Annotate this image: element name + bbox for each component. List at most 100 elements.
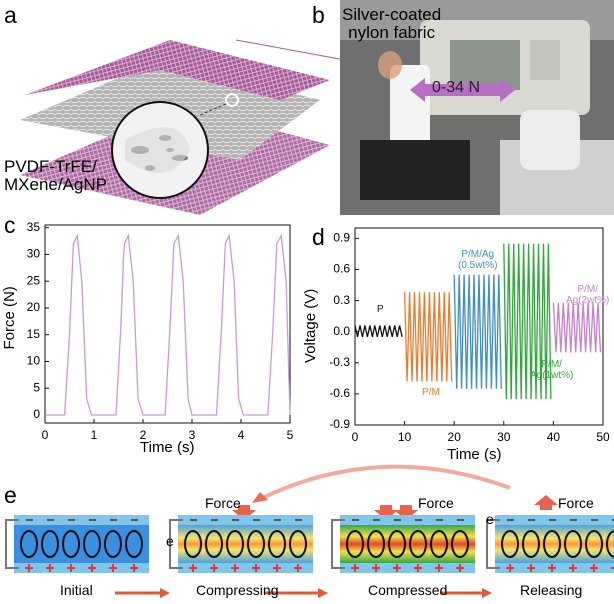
dash: [436, 519, 443, 521]
film: [14, 525, 149, 563]
y-tick-label: 35: [27, 220, 41, 234]
dash: [26, 519, 33, 521]
dash: [295, 519, 302, 521]
particle: [501, 530, 519, 558]
x-tick-label: 20: [448, 430, 462, 444]
cross: [372, 564, 380, 572]
x-tick-label: 2: [140, 428, 147, 442]
particle: [125, 530, 143, 558]
data-line: [552, 302, 602, 353]
electrode: [14, 515, 149, 525]
data-line: [453, 274, 502, 389]
x-tick-label: 5: [287, 428, 294, 442]
film: [340, 525, 475, 563]
wire: [486, 519, 500, 569]
force-range: 0-34 N: [432, 79, 481, 96]
dash: [507, 519, 514, 521]
cross: [25, 564, 33, 572]
stage-label: Compressing: [196, 582, 279, 598]
dash: [253, 519, 260, 521]
dash: [47, 519, 54, 521]
wire: [5, 519, 19, 569]
y-tick-label: -0.3: [329, 355, 350, 369]
cross: [46, 564, 54, 572]
electrode: [178, 515, 313, 525]
particle: [606, 530, 614, 558]
fabric-label: Silver-coated nylon fabric: [342, 5, 442, 42]
cross: [351, 564, 359, 572]
force-label: Force: [558, 495, 594, 511]
particle: [430, 530, 448, 558]
dash: [131, 519, 138, 521]
y-tick-label: 0.3: [333, 293, 350, 307]
stage-label: Initial: [60, 582, 93, 598]
cross: [88, 564, 96, 572]
particle: [564, 530, 582, 558]
particle: [104, 530, 122, 558]
film: [178, 525, 313, 563]
cross: [67, 564, 75, 572]
y-tick-label: 0.6: [333, 262, 350, 276]
x-tick-label: 50: [596, 430, 610, 444]
cross: [130, 564, 138, 572]
panel-label: d: [312, 224, 325, 250]
electrode: [340, 563, 475, 573]
particle: [268, 530, 286, 558]
x-axis-title: Time (s): [447, 446, 502, 463]
cross: [189, 564, 197, 572]
dash: [232, 519, 239, 521]
mechanism-diagram: [5, 464, 614, 598]
particle: [451, 530, 469, 558]
particle: [41, 530, 59, 558]
panel-label: b: [312, 2, 325, 28]
dash: [352, 519, 359, 521]
particle: [367, 530, 385, 558]
data-line: [45, 233, 291, 416]
dash: [68, 519, 75, 521]
photo: [340, 0, 614, 215]
y-tick-label: 5: [33, 380, 40, 394]
data-line: [354, 325, 403, 338]
electron-label: e: [486, 511, 494, 527]
electron-label: e: [166, 533, 174, 549]
electrode: [340, 515, 475, 525]
panel-label: e: [4, 482, 17, 508]
particle: [247, 530, 265, 558]
y-axis-title: Force (N): [0, 286, 18, 350]
cross: [414, 564, 422, 572]
x-axis-title: Time (s): [140, 439, 195, 456]
x-tick-label: 30: [497, 430, 511, 444]
dash: [110, 519, 117, 521]
cross: [569, 564, 577, 572]
cross: [273, 564, 281, 572]
y-tick-label: 25: [27, 273, 41, 287]
electrode: [178, 563, 313, 573]
y-axis-title: Voltage (V): [302, 288, 320, 363]
y-tick-label: 10: [27, 354, 41, 368]
y-tick-label: 0.0: [333, 324, 350, 338]
dash: [394, 519, 401, 521]
cross: [611, 564, 614, 572]
x-tick-label: 4: [238, 428, 245, 442]
y-tick-label: -0.6: [329, 386, 350, 400]
cross: [294, 564, 302, 572]
cross: [109, 564, 117, 572]
dash: [591, 519, 598, 521]
cross: [231, 564, 239, 572]
panel-label: c: [4, 212, 16, 238]
x-tick-label: 10: [398, 430, 412, 444]
dash: [89, 519, 96, 521]
y-tick-label: 30: [27, 247, 41, 261]
particle: [226, 530, 244, 558]
cross: [393, 564, 401, 572]
dash: [211, 519, 218, 521]
y-tick-label: -0.9: [329, 417, 350, 431]
particle: [20, 530, 38, 558]
series-label: P/M/ Ag(2wt%): [566, 284, 610, 306]
cross: [590, 564, 598, 572]
plot-frame: [44, 224, 291, 424]
cross: [435, 564, 443, 572]
series-label: P/M/ Ag(1wt%): [530, 359, 574, 381]
